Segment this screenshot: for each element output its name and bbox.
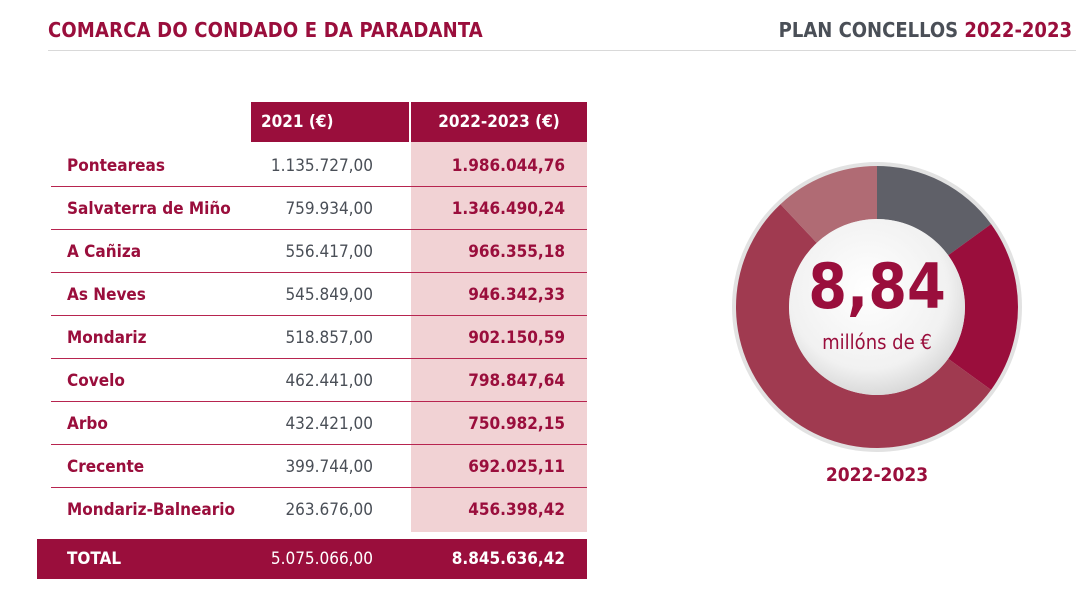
donut-segment-4 xyxy=(780,166,877,243)
value-2021: 545.849,00 xyxy=(285,285,373,305)
total-2022-2023: 8.845.636,42 xyxy=(451,549,565,569)
value-2022-2023: 750.982,15 xyxy=(468,414,565,434)
total-row: TOTAL 5.075.066,00 8.845.636,42 xyxy=(37,539,587,579)
municipality-name: Crecente xyxy=(67,457,145,477)
table-row: As Neves 545.849,00 946.342,33 xyxy=(51,273,587,316)
municipality-name: Salvaterra de Miño xyxy=(67,199,231,219)
table-row: A Cañiza 556.417,00 966.355,18 xyxy=(51,230,587,273)
column-header-2021: 2021 (€) xyxy=(251,102,409,142)
value-2022-2023: 966.355,18 xyxy=(468,242,565,262)
value-2021: 556.417,00 xyxy=(285,242,373,262)
total-2021: 5.075.066,00 xyxy=(270,549,373,569)
total-millions-unit: millóns de € xyxy=(822,330,932,354)
total-label: TOTAL xyxy=(67,549,122,569)
plan-title-years: 2022-2023 xyxy=(964,18,1072,42)
value-2021: 263.676,00 xyxy=(285,500,373,520)
donut-svg xyxy=(732,162,1022,452)
table-row: Mondariz 518.857,00 902.150,59 xyxy=(51,316,587,359)
value-2021: 518.857,00 xyxy=(285,328,373,348)
donut-center xyxy=(789,219,965,395)
value-2022-2023: 692.025,11 xyxy=(468,457,565,477)
plan-title: PLAN CONCELLOS 2022-2023 xyxy=(779,18,1072,42)
value-2022-2023: 1.346.490,24 xyxy=(451,199,565,219)
column-header-2022-2023: 2022-2023 (€) xyxy=(411,102,587,142)
value-2022-2023: 946.342,33 xyxy=(468,285,565,305)
donut-period-label: 2022-2023 xyxy=(825,464,929,486)
table-row: Covelo 462.441,00 798.847,64 xyxy=(51,359,587,402)
municipality-name: As Neves xyxy=(67,285,146,305)
value-2022-2023: 1.986.044,76 xyxy=(451,156,565,176)
value-2022-2023: 456.398,42 xyxy=(468,500,565,520)
value-2021: 1.135.727,00 xyxy=(270,156,373,176)
value-2022-2023: 798.847,64 xyxy=(468,371,565,391)
value-2022-2023: 902.150,59 xyxy=(468,328,565,348)
donut-chart: 8,84 millóns de € xyxy=(732,162,1022,452)
value-2021: 399.744,00 xyxy=(285,457,373,477)
municipality-name: A Cañiza xyxy=(67,242,142,262)
highlight-column xyxy=(411,142,587,532)
municipality-name: Covelo xyxy=(67,371,125,391)
table-row: Mondariz-Balneario 263.676,00 456.398,42 xyxy=(51,488,587,530)
value-2021: 759.934,00 xyxy=(285,199,373,219)
value-2021: 462.441,00 xyxy=(285,371,373,391)
table-row: Ponteareas 1.135.727,00 1.986.044,76 xyxy=(51,144,587,187)
municipality-name: Mondariz xyxy=(67,328,147,348)
total-millions-value: 8,84 xyxy=(808,250,946,323)
municipality-name: Mondariz-Balneario xyxy=(67,500,236,520)
funding-table: 2021 (€) 2022-2023 (€) Ponteareas 1.135.… xyxy=(37,102,587,582)
value-2021: 432.421,00 xyxy=(285,414,373,434)
table-row: Arbo 432.421,00 750.982,15 xyxy=(51,402,587,445)
region-title: COMARCA DO CONDADO E DA PARADANTA xyxy=(48,18,483,42)
donut-segment-2 xyxy=(948,224,1018,390)
municipality-name: Arbo xyxy=(67,414,108,434)
donut-segment-3 xyxy=(736,204,992,448)
table-row: Crecente 399.744,00 692.025,11 xyxy=(51,445,587,488)
table-row: Salvaterra de Miño 759.934,00 1.346.490,… xyxy=(51,187,587,230)
donut-segment-1 xyxy=(877,166,992,256)
donut-segments xyxy=(736,166,1018,448)
page-header: COMARCA DO CONDADO E DA PARADANTA PLAN C… xyxy=(48,14,1076,51)
plan-title-prefix: PLAN CONCELLOS xyxy=(778,18,965,42)
municipality-name: Ponteareas xyxy=(67,156,165,176)
